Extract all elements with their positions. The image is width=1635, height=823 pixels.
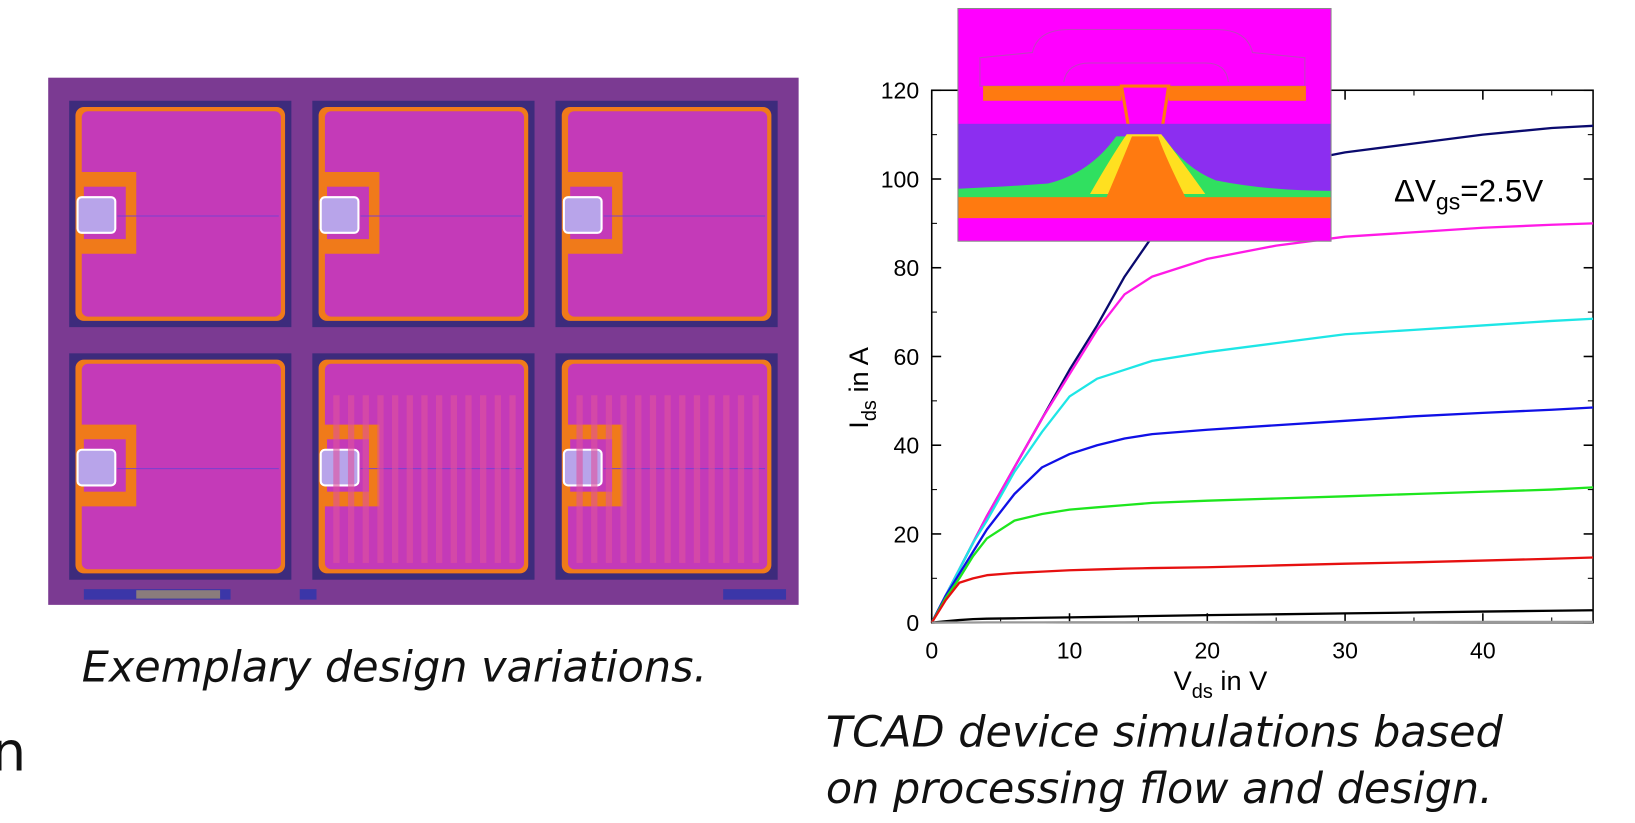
stripe xyxy=(348,395,354,563)
stripe xyxy=(465,395,471,563)
x-axis-label: Vds in V xyxy=(1174,665,1269,703)
x-tick-label: 20 xyxy=(1194,637,1220,663)
stripe xyxy=(635,395,641,563)
stripe xyxy=(709,395,715,563)
inset-image xyxy=(958,9,1331,242)
x-tick-label: 0 xyxy=(925,637,938,663)
chart-caption: TCAD device simulations based xyxy=(826,707,1504,757)
stripe xyxy=(650,395,656,563)
label-main: V xyxy=(1174,665,1193,696)
y-tick-label: 100 xyxy=(881,166,919,192)
label-rest: =2.5V xyxy=(1460,173,1543,208)
stripe xyxy=(664,395,670,563)
y-tick-label: 120 xyxy=(881,78,919,104)
stripe xyxy=(495,395,501,563)
stripe xyxy=(392,395,398,563)
stripe xyxy=(421,395,427,563)
label-rest: in V xyxy=(1213,665,1268,696)
stripe xyxy=(723,395,729,563)
label-main: ΔV xyxy=(1394,173,1436,208)
y-axis-label: Ids in A xyxy=(843,346,881,428)
y-tick-label: 20 xyxy=(894,521,920,547)
y-tick-label: 0 xyxy=(906,610,919,636)
stripe xyxy=(436,395,442,563)
label-main: I xyxy=(843,421,874,429)
series-line xyxy=(932,622,1593,623)
stripe xyxy=(694,395,700,563)
label-sub: gs xyxy=(1436,189,1460,215)
series-line xyxy=(932,319,1593,623)
y-tick-label: 80 xyxy=(894,255,920,281)
stripe xyxy=(606,395,612,563)
stripe xyxy=(591,395,597,563)
stripe xyxy=(576,395,582,563)
pad xyxy=(564,197,602,233)
x-tick-label: 30 xyxy=(1332,637,1358,663)
pad xyxy=(78,450,116,486)
x-tick-label: 10 xyxy=(1057,637,1083,663)
series-line xyxy=(932,487,1593,622)
layout-image xyxy=(48,78,798,605)
slide: Exemplary design variations. n 0 20 40 60 80… xyxy=(0,0,1635,823)
series-line xyxy=(932,223,1593,622)
series-line xyxy=(932,557,1593,622)
stripe xyxy=(451,395,457,563)
y-tick-label: 40 xyxy=(894,433,920,459)
pad xyxy=(321,197,359,233)
stripe xyxy=(333,395,339,563)
stripe xyxy=(679,395,685,563)
stripe xyxy=(738,395,744,563)
edge-text: n xyxy=(0,719,26,783)
stripe xyxy=(480,395,486,563)
stripe xyxy=(377,395,383,563)
label-sub: ds xyxy=(1192,681,1213,703)
annotation: ΔVgs=2.5V xyxy=(1394,173,1543,214)
stripe xyxy=(753,395,759,563)
label-sub: ds xyxy=(859,400,881,421)
stripe xyxy=(407,395,413,563)
stripe xyxy=(620,395,626,563)
chart-caption: on processing flow and design. xyxy=(826,764,1493,814)
left-caption: Exemplary design variations. xyxy=(82,642,707,692)
pad xyxy=(78,197,116,233)
page: {"left_caption": "Exemplary design varia… xyxy=(0,0,1635,823)
stripe xyxy=(363,395,369,563)
stripe xyxy=(509,395,515,563)
label-rest: in A xyxy=(843,346,874,400)
x-tick-label: 40 xyxy=(1470,637,1496,663)
y-tick-label: 60 xyxy=(894,344,920,370)
